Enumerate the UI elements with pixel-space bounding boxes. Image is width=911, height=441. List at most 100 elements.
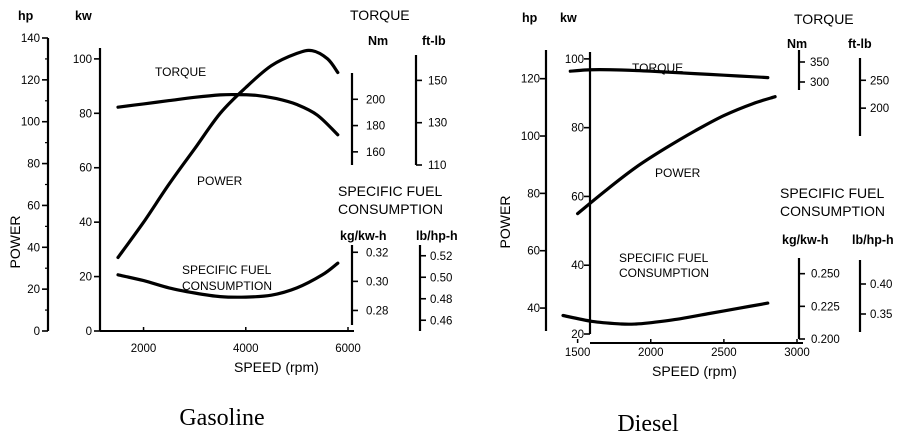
tick-label-nm: 350 [810, 57, 829, 69]
tick-label-kw: 20 [79, 272, 92, 284]
axis-lbhph: lb/hp-h 0.35 0.40 [852, 233, 894, 332]
tick-label-kw: 60 [571, 191, 584, 203]
axis-unit-kgkwh: kg/kw-h [340, 229, 387, 243]
axis-kw: kw 0 20 40 60 80 100 [73, 9, 102, 338]
tick-label-kw: 100 [73, 54, 92, 66]
axis-lbhph: lb/hp-h 0.46 0.48 0.50 0.52 [416, 229, 458, 331]
x-tick-label: 3000 [784, 347, 810, 359]
tick-label-hp: 40 [27, 242, 40, 254]
chart-panel-diesel: hp 40 60 80 100 120 kw 20 40 60 80 100 Nm 300 350 ft-lb… [497, 11, 894, 437]
x-axis: 2000 4000 6000 SPEED (rpm) [100, 327, 361, 375]
series-line-torque [568, 67, 770, 80]
axis-unit-kgkwh: kg/kw-h [782, 233, 829, 247]
x-tick-label: 1500 [565, 347, 591, 359]
axis-kw: kw 20 40 60 80 100 [560, 11, 592, 341]
sfc-group-title-line: SPECIFIC FUEL [780, 185, 884, 201]
axis-hp: hp 0 20 40 60 80 100 120 140 [18, 9, 50, 338]
tick-label-hp: 80 [527, 188, 540, 200]
axis-unit-hp: hp [18, 9, 34, 23]
tick-label-kw: 80 [571, 123, 584, 135]
tick-label-kw: 0 [86, 326, 92, 338]
tick-label-lbhph: 0.50 [430, 272, 452, 284]
figure-caption: Diesel [617, 411, 679, 437]
tick-label-hp: 0 [34, 326, 40, 338]
tick-label-nm: 160 [366, 147, 385, 159]
tick-label-lbhph: 0.46 [430, 315, 452, 327]
tick-label-hp: 140 [21, 33, 40, 45]
axis-unit-ftlb: ft-lb [422, 34, 446, 48]
tick-label-hp: 100 [21, 117, 40, 129]
axis-nm: Nm 160 180 200 [350, 34, 388, 165]
tick-label-kgkwh: 0.250 [811, 269, 840, 281]
axis-hp: hp 40 60 80 100 120 [521, 11, 548, 331]
axis-unit-lbhph: lb/hp-h [852, 233, 894, 247]
tick-label-ftlb: 200 [870, 103, 889, 115]
tick-label-nm: 200 [366, 94, 385, 106]
sfc-group-title-line: CONSUMPTION [338, 201, 443, 217]
tick-label-hp: 100 [521, 131, 540, 143]
tick-label-lbhph: 0.52 [430, 251, 452, 263]
chart-panel-gasoline: hp 0 20 40 60 80 100 120 140 kw 0 20 40 60 80 100 Nm 160 1… [7, 7, 458, 431]
series-label-specific-fuel-consumption: CONSUMPTION [182, 279, 272, 293]
tick-label-hp: 60 [527, 246, 540, 258]
tick-label-kw: 100 [565, 54, 584, 66]
axis-kgkwh: kg/kw-h 0.200 0.225 0.250 [782, 233, 840, 346]
tick-label-kw: 40 [79, 217, 92, 229]
series-line-specific-fuel-consumption [561, 301, 770, 326]
axis-ftlb: ft-lb 110 130 150 [414, 34, 447, 172]
sfc-group-title-line: SPECIFIC FUEL [338, 183, 442, 199]
tick-label-lbhph: 0.40 [870, 279, 892, 291]
axis-unit-nm: Nm [787, 37, 807, 51]
sfc-group-title-line: CONSUMPTION [780, 203, 885, 219]
series-line-power [116, 48, 340, 260]
tick-label-kgkwh: 0.28 [366, 305, 388, 317]
x-axis: 1500 2000 2500 3000 SPEED (rpm) [565, 339, 810, 379]
series-label-specific-fuel-consumption: SPECIFIC FUEL [619, 251, 709, 265]
axis-unit-kw: kw [560, 11, 577, 25]
tick-label-nm: 180 [366, 121, 385, 133]
x-tick-label: 2000 [131, 343, 157, 355]
axis-kgkwh: kg/kw-h 0.28 0.30 0.32 [340, 229, 388, 325]
axis-ftlb: ft-lb 200 250 [848, 37, 889, 136]
series-label-specific-fuel-consumption: SPECIFIC FUEL [182, 263, 272, 277]
x-axis-title: SPEED (rpm) [234, 359, 319, 375]
series-label-torque: TORQUE [632, 61, 683, 75]
tick-label-kgkwh: 0.200 [811, 334, 840, 346]
torque-group-title: TORQUE [794, 11, 854, 27]
axis-unit-hp: hp [522, 11, 538, 25]
series-label-power: POWER [655, 166, 701, 180]
axis-unit-kw: kw [75, 9, 92, 23]
tick-label-ftlb: 130 [428, 118, 447, 130]
series-label-torque: TORQUE [155, 65, 206, 79]
tick-label-ftlb: 150 [428, 75, 447, 87]
tick-label-nm: 300 [810, 77, 829, 89]
tick-label-hp: 120 [521, 74, 540, 86]
tick-label-ftlb: 250 [870, 75, 889, 87]
tick-label-hp: 20 [27, 284, 40, 296]
series-label-power: POWER [197, 174, 243, 188]
y-axis-title: POWER [497, 196, 513, 249]
tick-label-kgkwh: 0.32 [366, 247, 388, 259]
tick-label-hp: 40 [527, 303, 540, 315]
tick-label-lbhph: 0.35 [870, 309, 892, 321]
tick-label-kgkwh: 0.225 [811, 301, 840, 313]
x-tick-label: 6000 [335, 343, 361, 355]
tick-label-lbhph: 0.48 [430, 294, 452, 306]
tick-label-kw: 80 [79, 108, 92, 120]
tick-label-hp: 80 [27, 159, 40, 171]
x-axis-title: SPEED (rpm) [652, 363, 737, 379]
torque-group-title: TORQUE [350, 7, 410, 23]
tick-label-hp: 120 [21, 75, 40, 87]
series-line-specific-fuel-consumption [116, 261, 340, 299]
axis-unit-nm: Nm [368, 34, 388, 48]
series-line-torque [116, 92, 340, 137]
x-tick-label: 2500 [711, 347, 737, 359]
tick-label-kw: 40 [571, 260, 584, 272]
series-line-power [576, 95, 777, 216]
tick-label-kw: 20 [571, 329, 584, 341]
x-tick-label: 2000 [638, 347, 664, 359]
series-label-specific-fuel-consumption: CONSUMPTION [619, 266, 709, 280]
tick-label-hp: 60 [27, 200, 40, 212]
axis-nm: Nm 300 350 [787, 37, 829, 90]
